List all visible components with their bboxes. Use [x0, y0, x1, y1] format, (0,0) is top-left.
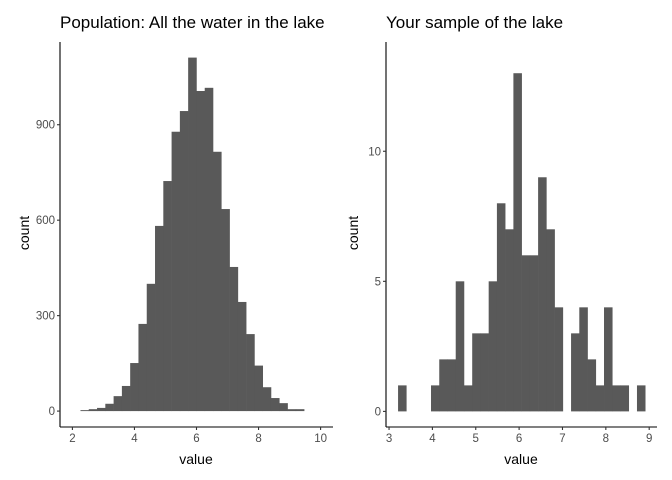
population-x-tick-label: 2 [69, 433, 75, 445]
sample-bar [529, 255, 539, 412]
population-bar [146, 283, 156, 412]
sample-x-tick-label: 6 [516, 433, 522, 445]
sample-bar [571, 333, 580, 412]
sample-bar [480, 333, 489, 412]
population-bar [246, 334, 255, 412]
population-y-label: count [16, 216, 32, 250]
population-x-tick-label: 8 [255, 433, 261, 445]
sample-bar [431, 385, 440, 412]
sample-x-tick-label: 4 [429, 433, 436, 445]
population-bar [121, 385, 131, 412]
population-y-tick-label: 300 [36, 311, 55, 323]
sample-bar [587, 359, 597, 412]
population-x-tick-label: 6 [193, 433, 199, 445]
sample-bar [595, 385, 605, 412]
sample-x-tick-label: 9 [646, 433, 652, 445]
population-bar [237, 301, 247, 412]
population-bar [179, 111, 189, 412]
sample-bar [538, 177, 547, 412]
sample-bar [604, 307, 613, 412]
population-y-tick-label: 0 [49, 406, 55, 418]
sample-bar [513, 73, 522, 412]
population-bar [221, 209, 230, 412]
population-bar [270, 398, 280, 412]
sample-bar [447, 359, 457, 412]
sample-y-tick-label: 5 [375, 276, 381, 288]
population-bar [279, 403, 288, 412]
population-bar [213, 151, 222, 412]
population-bar [130, 363, 139, 412]
sample-bar [472, 333, 481, 412]
population-bar [287, 409, 297, 412]
sample-bar [463, 385, 473, 412]
sample-y-tick-label: 10 [368, 146, 381, 158]
sample-bar [546, 229, 555, 412]
population-bar [97, 407, 106, 412]
population-bar [163, 181, 172, 412]
population-x-tick-label: 10 [314, 433, 327, 445]
population-bar [254, 365, 264, 412]
population-bar [105, 403, 114, 412]
sample-title: Your sample of the lake [386, 13, 563, 32]
population-bar [88, 409, 98, 412]
sample-bar [521, 255, 531, 412]
sample-bar [398, 385, 407, 412]
sample-bar [636, 385, 646, 412]
sample-bar [612, 385, 621, 412]
population-y-tick-label: 600 [36, 215, 55, 227]
population-bar [204, 87, 214, 412]
sample-bar [620, 385, 630, 412]
sample-y-label: count [345, 216, 361, 250]
population-bar [188, 57, 197, 412]
population-bar [113, 396, 123, 412]
population-bar [229, 266, 239, 412]
population-bar [295, 409, 305, 412]
population-bar [80, 410, 90, 412]
sample-bar [488, 281, 498, 412]
sample-x-tick-label: 5 [473, 433, 479, 445]
sample-y-tick-label: 0 [375, 406, 381, 418]
sample-x-tick-label: 3 [386, 433, 392, 445]
population-y-tick-label: 900 [36, 120, 55, 132]
population-bar [171, 131, 181, 412]
population-bar [196, 91, 206, 412]
sample-bar [554, 307, 564, 412]
population-panel: Population: All the water in the lake va… [16, 13, 333, 467]
sample-bar [505, 229, 514, 412]
sample-bar [579, 307, 588, 412]
sample-bar [496, 203, 506, 412]
sample-x-tick-label: 7 [559, 433, 565, 445]
population-title: Population: All the water in the lake [60, 13, 325, 32]
sample-x-label: value [504, 451, 538, 467]
population-bar [155, 225, 164, 412]
population-bar [262, 387, 272, 412]
sample-bar [455, 281, 465, 412]
population-bar [138, 323, 148, 412]
sample-bar [439, 359, 448, 412]
population-x-tick-label: 4 [131, 433, 138, 445]
sample-panel: Your sample of the lake value count 3 4 5 6… [345, 13, 657, 467]
population-x-label: value [179, 451, 213, 467]
sample-x-tick-label: 8 [603, 433, 609, 445]
